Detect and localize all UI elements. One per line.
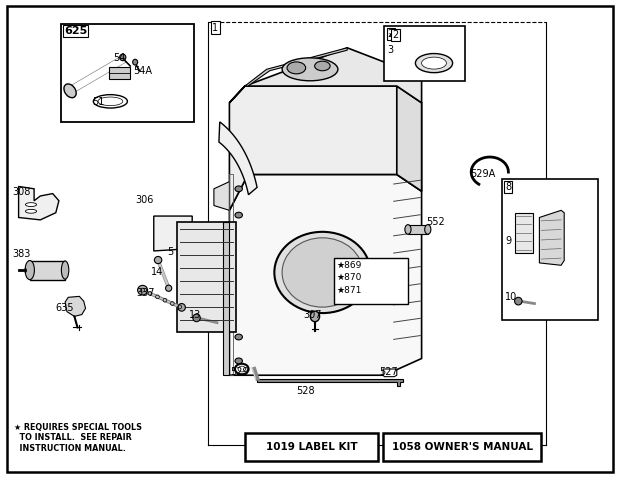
Text: 13: 13 (189, 311, 202, 320)
Polygon shape (219, 122, 257, 195)
Text: 1058 OWNER'S MANUAL: 1058 OWNER'S MANUAL (392, 442, 533, 452)
Polygon shape (108, 67, 130, 79)
Text: 307: 307 (304, 310, 322, 319)
Text: 529: 529 (231, 367, 249, 377)
Polygon shape (214, 277, 229, 304)
Bar (383, 433, 541, 461)
Polygon shape (19, 186, 59, 220)
Polygon shape (257, 379, 403, 386)
Text: 635: 635 (56, 304, 74, 313)
Text: 528: 528 (296, 386, 315, 396)
Ellipse shape (235, 186, 242, 192)
Text: ★871: ★871 (336, 286, 361, 295)
Ellipse shape (415, 54, 453, 73)
Text: 54A: 54A (133, 66, 153, 76)
Text: ★870: ★870 (336, 273, 361, 282)
Ellipse shape (235, 334, 242, 340)
Text: 54: 54 (113, 53, 126, 63)
Text: 552: 552 (427, 217, 445, 227)
Text: ★: ★ (388, 30, 395, 39)
Polygon shape (214, 182, 229, 210)
Polygon shape (408, 225, 428, 234)
Text: 10: 10 (505, 293, 518, 302)
Bar (245, 433, 378, 461)
Ellipse shape (133, 59, 138, 65)
Bar (334, 258, 408, 304)
Ellipse shape (93, 95, 128, 108)
Ellipse shape (25, 203, 37, 206)
Text: 9: 9 (505, 237, 511, 246)
Text: ★ REQUIRES SPECIAL TOOLS
  TO INSTALL.  SEE REPAIR
  INSTRUCTION MANUAL.: ★ REQUIRES SPECIAL TOOLS TO INSTALL. SEE… (14, 423, 141, 453)
Text: 3: 3 (388, 45, 394, 55)
Ellipse shape (64, 84, 76, 98)
Text: 14: 14 (151, 267, 164, 276)
Bar (384, 26, 465, 81)
Ellipse shape (166, 285, 172, 291)
Ellipse shape (282, 238, 363, 307)
Polygon shape (515, 213, 533, 253)
Ellipse shape (238, 366, 246, 372)
Polygon shape (177, 222, 236, 332)
Polygon shape (245, 48, 347, 86)
Ellipse shape (287, 62, 306, 74)
Ellipse shape (235, 364, 249, 374)
Ellipse shape (311, 311, 320, 322)
Text: 337: 337 (136, 288, 155, 297)
Ellipse shape (25, 209, 37, 213)
Ellipse shape (235, 212, 242, 218)
Ellipse shape (405, 225, 411, 234)
Text: 527: 527 (379, 367, 398, 377)
Polygon shape (65, 296, 86, 316)
Bar (502, 179, 598, 320)
Polygon shape (223, 222, 229, 375)
Ellipse shape (154, 256, 162, 264)
Polygon shape (383, 369, 397, 377)
Text: 2: 2 (392, 30, 399, 40)
Ellipse shape (422, 57, 446, 69)
Ellipse shape (98, 97, 123, 106)
Ellipse shape (282, 58, 338, 81)
Ellipse shape (138, 285, 148, 295)
Polygon shape (229, 48, 422, 103)
Ellipse shape (193, 314, 200, 322)
Bar (61, 24, 194, 122)
Polygon shape (229, 86, 422, 210)
Text: 5: 5 (167, 248, 174, 257)
Ellipse shape (25, 261, 35, 280)
Text: 1019 LABEL KIT: 1019 LABEL KIT (266, 442, 357, 452)
Text: 51: 51 (92, 97, 104, 107)
Ellipse shape (315, 61, 330, 71)
Text: ⁢2: ⁢2 (388, 29, 394, 39)
Text: ★869: ★869 (336, 261, 361, 270)
Polygon shape (30, 261, 65, 280)
Polygon shape (154, 216, 192, 251)
Ellipse shape (275, 232, 371, 313)
Ellipse shape (235, 358, 242, 364)
Ellipse shape (61, 261, 69, 279)
Ellipse shape (425, 225, 431, 234)
Text: 383: 383 (12, 250, 31, 259)
Ellipse shape (515, 297, 522, 305)
Polygon shape (397, 86, 422, 191)
Text: 306: 306 (135, 195, 154, 205)
Ellipse shape (178, 304, 185, 311)
Text: 8: 8 (505, 182, 511, 192)
Text: 529A: 529A (470, 170, 495, 179)
Text: 1: 1 (212, 23, 218, 33)
Text: 308: 308 (12, 187, 31, 197)
Polygon shape (229, 174, 422, 375)
Polygon shape (539, 210, 564, 265)
Text: 625: 625 (64, 26, 87, 36)
Ellipse shape (120, 54, 126, 61)
Text: e-replacementparts.com: e-replacementparts.com (216, 231, 404, 247)
